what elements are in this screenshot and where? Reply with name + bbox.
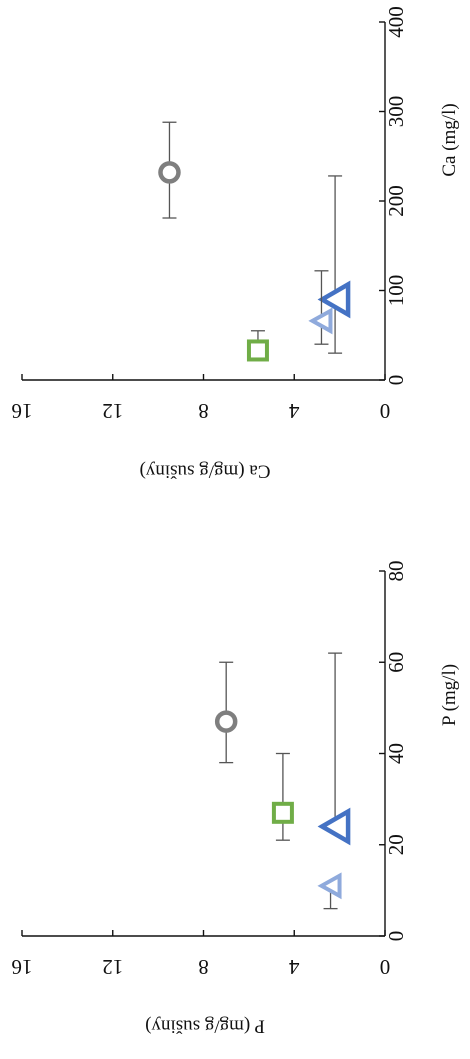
- p-x-axis-label: P (mg/l): [439, 664, 460, 726]
- ca-y-tick-label: 16: [12, 399, 33, 423]
- p-x-tick-label: 80: [384, 561, 408, 582]
- ca-y-tick-label: 8: [198, 399, 209, 423]
- ca-point-circle: [158, 161, 181, 184]
- ca-point-triangle-small: [308, 307, 333, 335]
- p-point-square: [271, 801, 294, 824]
- ca-y-axis-label: Ca (mg/g sušiny): [140, 461, 271, 482]
- p-point-circle: [214, 710, 238, 733]
- p-y-tick-label: 0: [380, 955, 391, 979]
- ca-x-axis-label: Ca (mg/l): [439, 103, 460, 176]
- p-error-bar: [275, 752, 290, 841]
- p-y-axis-label: P (mg/g sušiny): [145, 1016, 265, 1037]
- ca-chart: Ca (mg/l) Ca (mg/g sušiny) 0 100 200 300 400…: [12, 6, 461, 481]
- ca-x-tick-label: 100: [384, 275, 408, 307]
- p-point-triangle-small: [317, 872, 342, 900]
- p-y-tick-label: 16: [12, 955, 33, 979]
- ca-y-tick-label: 0: [380, 399, 391, 423]
- ca-point-square: [246, 339, 269, 362]
- ca-error-bar: [314, 270, 329, 345]
- ca-error-bar: [328, 175, 343, 354]
- p-x-tick-label: 60: [384, 652, 408, 673]
- p-y-tick-label: 4: [289, 955, 300, 979]
- ca-x-tick-label: 400: [384, 6, 408, 38]
- p-y-tick-label: 8: [198, 955, 209, 979]
- p-x-tick-label: 40: [384, 743, 408, 764]
- p-error-bar: [328, 652, 343, 827]
- ca-point-triangle-large: [317, 280, 351, 319]
- p-y-tick-label: 12: [102, 955, 123, 979]
- p-x-tick-label: 20: [384, 834, 408, 855]
- ca-x-tick-label: 300: [384, 96, 408, 128]
- ca-x-tick-label: 0: [384, 375, 408, 386]
- ca-y-tick-label: 4: [289, 399, 300, 423]
- p-chart: P (mg/l) P (mg/g sušiny) 0 20 40 60 80 0 4 8 12 1…: [12, 561, 461, 1037]
- p-x-tick-label: 0: [384, 931, 408, 942]
- ca-x-tick-label: 200: [384, 185, 408, 217]
- p-point-triangle-large: [317, 807, 351, 846]
- ca-y-tick-label: 12: [102, 399, 123, 423]
